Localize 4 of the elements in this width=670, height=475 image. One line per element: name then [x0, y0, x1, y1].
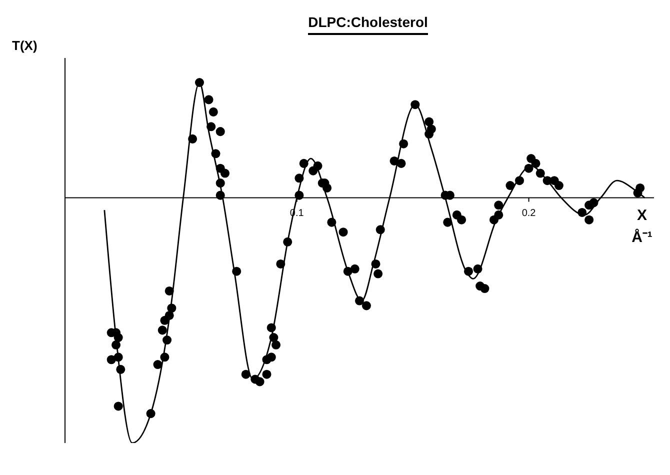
- chart-title: DLPC:Cholesterol: [308, 14, 428, 35]
- y-axis-title: T(X): [12, 38, 38, 53]
- x-axis-title: X Å⁻¹: [632, 206, 652, 246]
- x-tick-label: 0.2: [522, 208, 536, 219]
